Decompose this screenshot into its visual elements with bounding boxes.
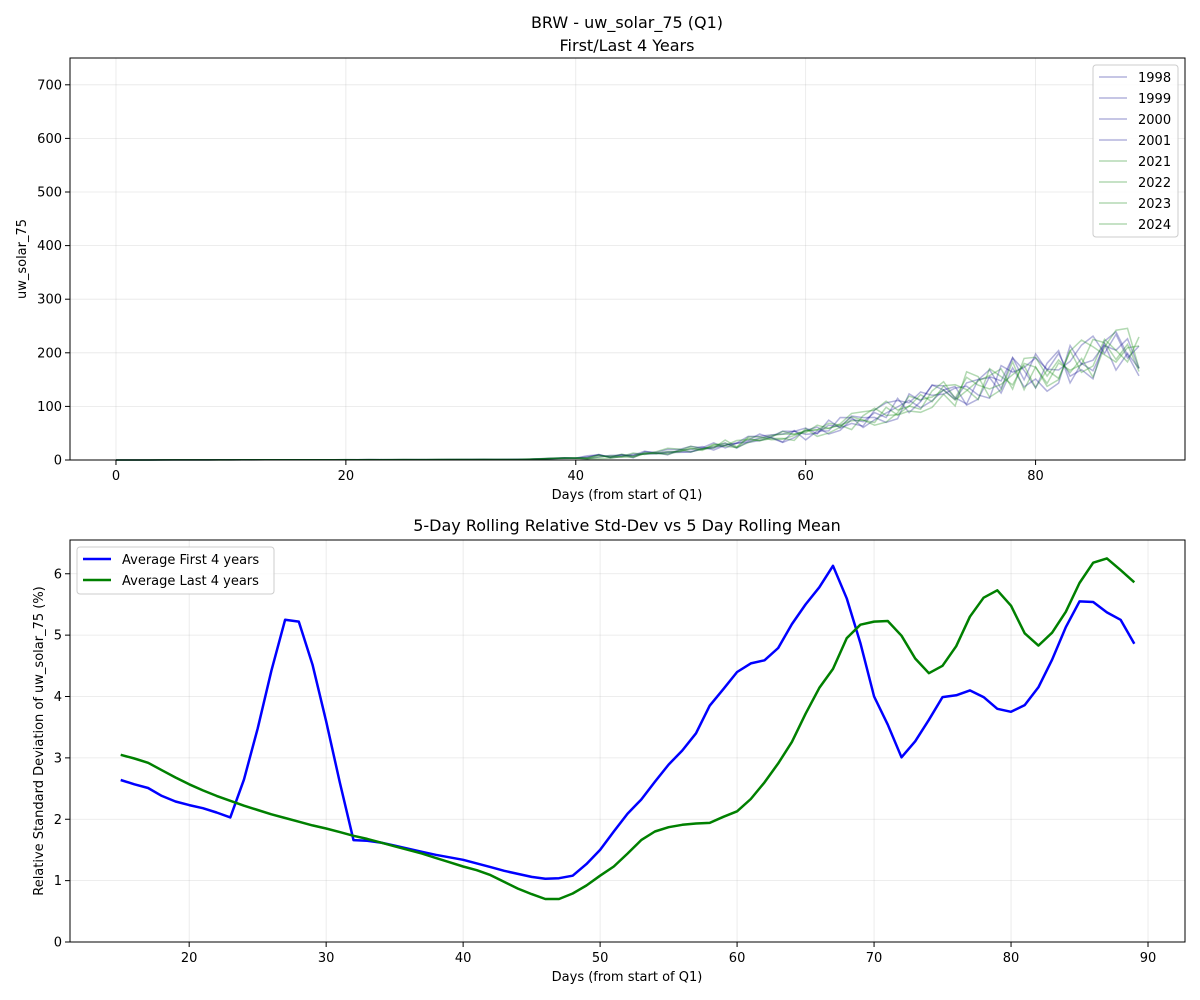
y-tick-label: 600 — [37, 132, 62, 147]
chart-1-subtitle: First/Last 4 Years — [560, 36, 695, 55]
chart-2-y-axis-label: Relative Standard Deviation of uw_solar_… — [32, 586, 47, 896]
y-tick-label: 1 — [54, 874, 62, 889]
legend-entry-label: Average Last 4 years — [122, 574, 259, 589]
chart-1: BRW - uw_solar_75 (Q1) First/Last 4 Year… — [15, 13, 1186, 503]
chart-1-plot-frame — [69, 57, 1186, 461]
legend-entry-label: 2022 — [1138, 176, 1171, 191]
y-tick-label: 3 — [54, 751, 62, 766]
y-tick-label: 100 — [37, 400, 62, 415]
chart-2-x-axis-label: Days (from start of Q1) — [552, 970, 703, 985]
legend-entry-label: 2024 — [1138, 218, 1171, 233]
y-tick-label: 700 — [37, 78, 62, 93]
chart-2-plot-frame — [69, 539, 1186, 943]
x-tick-label: 40 — [455, 951, 472, 966]
chart-1-y-axis-label: uw_solar_75 — [15, 219, 30, 299]
x-tick-label: 40 — [567, 469, 584, 484]
x-tick-label: 80 — [1003, 951, 1020, 966]
y-tick-label: 300 — [37, 293, 62, 308]
y-tick-label: 500 — [37, 186, 62, 201]
chart-1-legend: 1998 1999 2000 2001 2021 2022 2023 2024 — [1092, 64, 1179, 238]
legend-entry-label: 2023 — [1138, 197, 1171, 212]
chart-2: 5-Day Rolling Relative Std-Dev vs 5 Day … — [32, 516, 1186, 985]
y-tick-label: 2 — [54, 813, 62, 828]
y-tick-label: 4 — [54, 690, 62, 705]
chart-1-title: BRW - uw_solar_75 (Q1) — [531, 13, 723, 33]
y-tick-label: 400 — [37, 239, 62, 254]
x-tick-label: 20 — [338, 469, 355, 484]
x-tick-label: 30 — [318, 951, 335, 966]
chart-2-y-axis: 0 1 2 3 4 5 6 — [54, 567, 70, 951]
x-tick-label: 80 — [1027, 469, 1044, 484]
chart-1-x-axis: 0 20 40 60 80 — [112, 460, 1044, 484]
x-tick-label: 50 — [592, 951, 609, 966]
series-line-last-4-years — [120, 557, 1136, 901]
legend-box — [1092, 64, 1179, 238]
chart-2-series — [120, 557, 1136, 901]
y-tick-label: 5 — [54, 629, 62, 644]
y-tick-label: 200 — [37, 346, 62, 361]
x-tick-label: 20 — [181, 951, 198, 966]
legend-entry-label: 2001 — [1138, 134, 1171, 149]
legend-entry-label: 1998 — [1138, 71, 1171, 86]
legend-entry-label: 1999 — [1138, 92, 1171, 107]
x-tick-label: 70 — [866, 951, 883, 966]
chart-2-x-axis: 20 30 40 50 60 70 80 90 — [181, 942, 1156, 966]
x-tick-label: 60 — [797, 469, 814, 484]
chart-2-title: 5-Day Rolling Relative Std-Dev vs 5 Day … — [413, 516, 841, 535]
legend-entry-label: Average First 4 years — [122, 553, 259, 568]
x-tick-label: 0 — [112, 469, 120, 484]
chart-2-legend: Average First 4 years Average Last 4 year… — [76, 546, 275, 595]
series-line-first-4-years — [120, 564, 1136, 881]
y-tick-label: 0 — [54, 454, 62, 469]
y-tick-label: 0 — [54, 936, 62, 951]
chart-1-x-axis-label: Days (from start of Q1) — [552, 488, 703, 503]
chart-1-y-axis: 0 100 200 300 400 500 600 700 — [37, 78, 70, 469]
chart-1-grid — [70, 58, 1185, 461]
legend-entry-label: 2021 — [1138, 155, 1171, 170]
legend-box — [76, 546, 275, 595]
legend-entry-label: 2000 — [1138, 113, 1171, 128]
x-tick-label: 60 — [729, 951, 746, 966]
x-tick-label: 90 — [1140, 951, 1157, 966]
y-tick-label: 6 — [54, 567, 62, 582]
